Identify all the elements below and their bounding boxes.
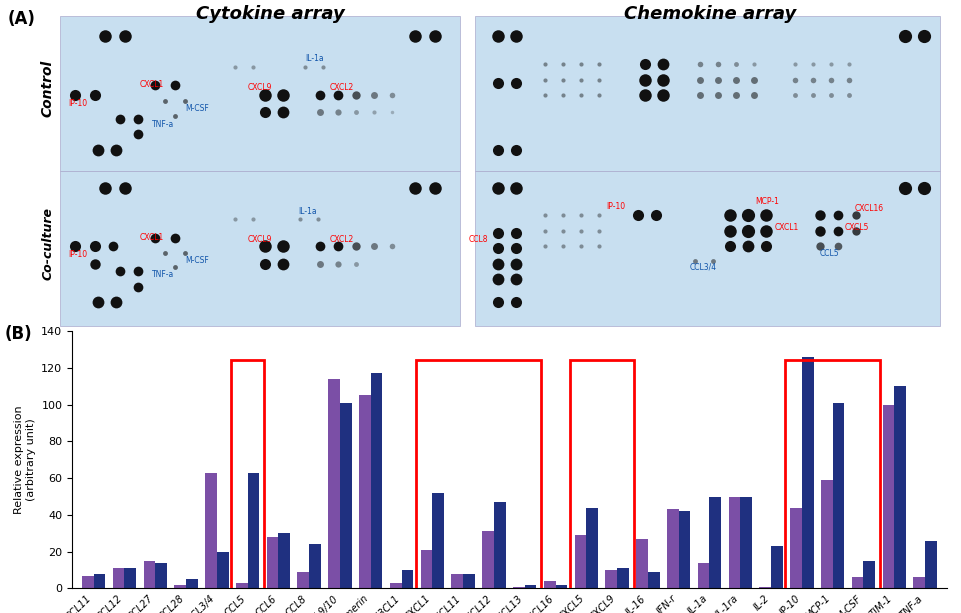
Text: CXCL5: CXCL5 (845, 223, 870, 232)
Bar (544, 581, 555, 588)
Bar (452, 574, 463, 588)
Bar (475, 15, 940, 170)
Bar (217, 552, 229, 588)
Bar (678, 511, 690, 588)
Bar (648, 572, 659, 588)
Text: CXCL16: CXCL16 (855, 205, 884, 213)
Text: CXCL1: CXCL1 (775, 223, 800, 232)
Bar (586, 508, 598, 588)
Bar (340, 403, 352, 588)
Text: TNF-a: TNF-a (152, 120, 174, 129)
Text: (B): (B) (5, 325, 33, 343)
Bar (832, 403, 845, 588)
Bar (728, 497, 740, 588)
Text: CCL5: CCL5 (820, 249, 840, 258)
Bar (475, 170, 940, 326)
Text: IL-1a: IL-1a (298, 207, 316, 216)
Bar (667, 509, 678, 588)
Bar (617, 568, 628, 588)
Bar (298, 572, 309, 588)
Text: CXCL1: CXCL1 (140, 234, 164, 242)
Bar (882, 405, 895, 588)
Text: (A): (A) (8, 10, 36, 28)
Bar (112, 568, 124, 588)
Bar (771, 546, 783, 588)
Text: CXCL2: CXCL2 (330, 83, 355, 93)
Bar (60, 15, 460, 170)
Bar (925, 541, 937, 588)
Bar (555, 585, 567, 588)
Text: IP-10: IP-10 (605, 202, 625, 211)
Bar (359, 395, 371, 588)
Bar (390, 583, 402, 588)
Bar (267, 537, 279, 588)
Bar (156, 563, 167, 588)
Text: Chemokine array: Chemokine array (624, 5, 796, 23)
Bar (371, 373, 382, 588)
Bar (124, 568, 136, 588)
Bar (575, 535, 586, 588)
Bar (605, 570, 617, 588)
Bar (513, 587, 525, 588)
Text: M-CSF: M-CSF (185, 104, 209, 113)
Bar (821, 480, 832, 588)
Bar (235, 583, 248, 588)
Bar (421, 550, 432, 588)
Y-axis label: Relative expression
(arbitrary unit): Relative expression (arbitrary unit) (14, 405, 36, 514)
Bar (801, 357, 814, 588)
Bar (416, 360, 541, 590)
Bar (785, 360, 880, 590)
Bar (895, 386, 906, 588)
Bar (463, 574, 475, 588)
Bar (174, 585, 186, 588)
Bar (60, 170, 460, 326)
Bar (851, 577, 863, 588)
Bar (913, 577, 925, 588)
Bar (248, 473, 259, 588)
Bar (863, 561, 875, 588)
Bar (494, 502, 505, 588)
Text: IP-10: IP-10 (68, 250, 87, 259)
Text: CXCL1: CXCL1 (140, 80, 164, 89)
Bar (279, 533, 290, 588)
Text: Co-culture: Co-culture (41, 207, 55, 280)
Bar (709, 497, 721, 588)
Bar (790, 508, 801, 588)
Text: MCP-1: MCP-1 (755, 197, 778, 206)
Bar (143, 561, 156, 588)
Bar (759, 587, 771, 588)
Text: CCL8: CCL8 (469, 235, 488, 245)
Bar (186, 579, 198, 588)
Text: CXCL9: CXCL9 (248, 235, 272, 245)
Bar (698, 563, 709, 588)
Bar (740, 497, 752, 588)
Bar (231, 360, 264, 590)
Bar (525, 585, 536, 588)
Bar (329, 379, 340, 588)
Text: M-CSF: M-CSF (185, 256, 209, 265)
Bar (570, 360, 633, 590)
Text: CXCL2: CXCL2 (330, 235, 355, 245)
Text: Cytokine array: Cytokine array (196, 5, 344, 23)
Bar (402, 570, 413, 588)
Text: IL-1a: IL-1a (305, 55, 324, 64)
Text: TNF-a: TNF-a (152, 270, 174, 279)
Bar (82, 576, 93, 588)
Bar (636, 539, 648, 588)
Text: CCL3/4: CCL3/4 (690, 262, 717, 272)
Bar (482, 531, 494, 588)
Text: Control: Control (41, 59, 55, 116)
Bar (309, 544, 321, 588)
Bar (93, 574, 106, 588)
Bar (205, 473, 217, 588)
Bar (432, 493, 444, 588)
Text: CXCL9: CXCL9 (248, 83, 272, 93)
Text: IP-10: IP-10 (68, 99, 87, 108)
